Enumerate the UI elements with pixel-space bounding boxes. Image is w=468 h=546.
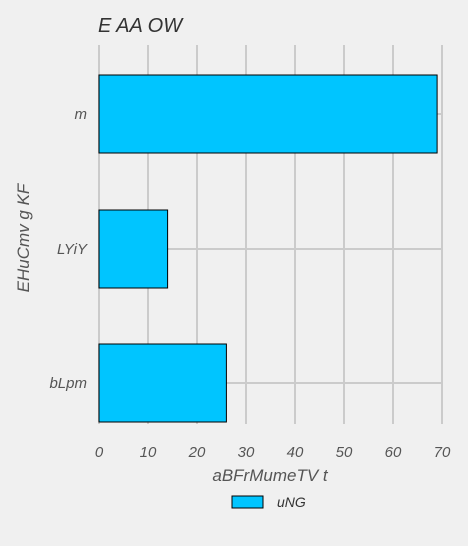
legend: uNG (231, 494, 306, 510)
x-tick-label: 30 (238, 444, 255, 461)
x-tick-label: 10 (140, 444, 157, 461)
x-tick-label: 60 (385, 444, 402, 461)
y-tick-label: bLpm (49, 375, 87, 392)
y-tick-label: m (75, 106, 88, 123)
x-tick-label: 20 (188, 444, 206, 461)
x-tick-label: 0 (95, 444, 104, 461)
bar (98, 343, 227, 423)
y-axis-label: EHuCmv g KF (14, 182, 33, 292)
y-tick-label: LYiY (57, 241, 88, 258)
y-tick-labels: m LYiY bLpm (49, 106, 88, 392)
x-axis-label: aBFrMumeTV t (212, 466, 329, 485)
x-tick-labels: 0 10 20 30 40 50 60 70 (95, 444, 451, 461)
bar (98, 74, 438, 154)
legend-label: uNG (277, 494, 306, 510)
x-tick-label: 50 (336, 444, 353, 461)
bars (98, 74, 438, 423)
bar (98, 209, 169, 289)
chart-title: E AA OW (98, 15, 184, 37)
legend-swatch (231, 495, 264, 509)
x-tick-label: 40 (287, 444, 304, 461)
x-tick-label: 70 (434, 444, 451, 461)
